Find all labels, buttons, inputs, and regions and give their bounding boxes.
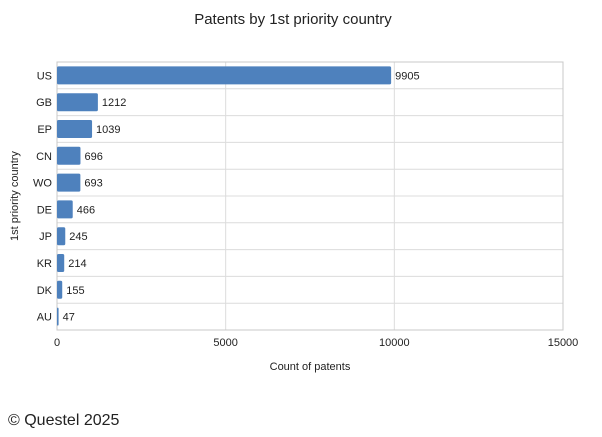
bar-value-label-jp: 245 [69, 231, 87, 243]
x-tick-label: 5000 [213, 337, 237, 349]
bar-cn [57, 146, 81, 165]
x-axis-title: Count of patents [270, 361, 351, 373]
bar-value-label-dk: 155 [66, 285, 84, 297]
y-tick-label-ep: EP [37, 124, 52, 136]
bar-gb [57, 93, 98, 112]
bar-ep [57, 120, 93, 138]
bar-us [57, 66, 392, 85]
chart-title: Patents by 1st priority country [194, 11, 392, 28]
y-tick-label-de: DE [37, 204, 52, 216]
bar-value-label-wo: 693 [84, 178, 102, 190]
y-tick-label-cn: CN [36, 151, 52, 163]
bars: 9905 1212 1039 696 693 466 245 214 155 47 [57, 66, 420, 326]
y-tick-label-dk: DK [37, 285, 53, 297]
bar-value-label-au: 47 [63, 312, 75, 324]
y-tick-label-wo: WO [33, 178, 52, 190]
y-tick-label-jp: JP [39, 231, 52, 243]
plot-frame [56, 61, 564, 331]
bar-value-label-ep: 1039 [96, 124, 120, 136]
x-tick-label: 0 [54, 337, 60, 349]
copyright-notice: © Questel 2025 [8, 412, 120, 429]
bar-value-label-us: 9905 [395, 70, 419, 82]
grid [57, 62, 563, 330]
bar-value-label-cn: 696 [84, 151, 102, 163]
y-tick-label-us: US [37, 70, 52, 82]
y-axis-tick-labels: US GB EP CN WO DE JP KR DK AU [33, 70, 53, 323]
y-tick-label-gb: GB [36, 97, 52, 109]
bar-dk [57, 280, 63, 299]
bar-de [57, 200, 73, 219]
bar-au [57, 307, 59, 326]
bar-value-label-de: 466 [77, 204, 95, 216]
x-tick-label: 15000 [548, 337, 579, 349]
bar-value-label-gb: 1212 [102, 97, 126, 109]
y-axis-title: 1st priority country [9, 151, 21, 241]
bar-kr [57, 254, 65, 272]
bar-value-label-kr: 214 [68, 258, 86, 270]
x-tick-label: 10000 [379, 337, 410, 349]
x-axis-tick-labels: 0 5000 10000 15000 [54, 337, 578, 349]
y-tick-label-kr: KR [37, 258, 52, 270]
y-tick-label-au: AU [37, 312, 52, 324]
bar-jp [57, 227, 66, 246]
bar-wo [57, 173, 81, 192]
